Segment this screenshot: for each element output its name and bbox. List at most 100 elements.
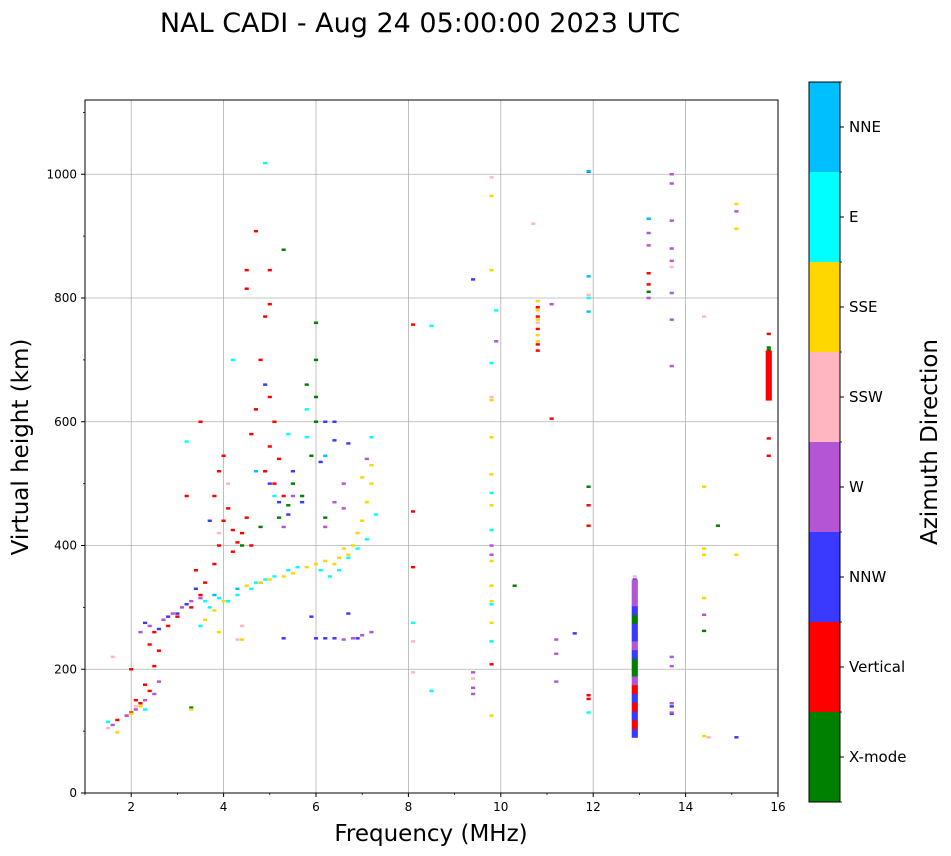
data-point-nnw — [281, 637, 286, 640]
data-point-x-mode — [309, 454, 314, 458]
data-point-sse — [702, 734, 707, 738]
data-point-vertical — [230, 528, 235, 532]
data-point-nnw — [263, 383, 268, 386]
data-point-e — [207, 606, 212, 609]
x-axis: 2 4 6 8 10 12 14 16 — [84, 793, 786, 814]
data-point-vertical — [646, 283, 651, 286]
data-point-nnw — [286, 513, 291, 516]
data-point-ssw — [226, 482, 231, 485]
data-point-w — [734, 210, 739, 213]
data-point-sse — [212, 609, 217, 612]
data-point-vertical — [189, 606, 194, 609]
data-point-vertical — [263, 470, 268, 473]
data-point-vertical — [212, 562, 217, 566]
data-point-w — [133, 708, 138, 711]
data-point-x-mode — [323, 516, 328, 519]
data-point-e — [272, 575, 277, 578]
data-point-sse — [702, 596, 707, 600]
data-point-vertical — [249, 544, 254, 547]
data-point-vertical — [489, 663, 494, 666]
data-point-vertical — [253, 229, 259, 233]
data-point-vertical — [156, 649, 161, 652]
data-point-e — [198, 624, 203, 628]
data-point-nnw — [355, 637, 360, 640]
data-point-e — [429, 324, 434, 328]
data-point-vertical — [152, 630, 157, 634]
data-point-e — [203, 599, 208, 603]
data-point-sse — [489, 194, 494, 198]
data-point-vertical — [766, 454, 771, 458]
data-point-e — [489, 361, 494, 365]
data-point-nnw — [175, 612, 180, 615]
data-point-x-mode — [300, 494, 305, 498]
data-point-vertical — [203, 581, 208, 584]
x-tick-label: 14 — [678, 800, 693, 814]
data-point-sse — [489, 435, 494, 439]
colorbar-segment-x-mode — [809, 712, 840, 802]
data-point-ssw — [669, 265, 674, 269]
column-segment — [631, 702, 638, 712]
data-point-e — [327, 575, 332, 578]
data-point-w — [489, 544, 494, 547]
data-point-w — [669, 702, 674, 705]
data-point-w — [669, 318, 674, 321]
data-point-e — [286, 432, 291, 436]
column-segment — [631, 649, 638, 659]
data-point-sse — [489, 584, 494, 587]
data-point-nnw — [346, 612, 351, 615]
data-point-sse — [734, 202, 739, 206]
data-point-x-mode — [313, 321, 319, 324]
data-point-w — [198, 596, 203, 600]
data-point-vertical — [244, 287, 249, 290]
colorbar-frame — [808, 81, 841, 803]
data-point-sse — [337, 556, 342, 560]
data-point-x-mode — [286, 504, 291, 507]
data-point-sse — [489, 268, 494, 272]
data-point-nnw — [309, 615, 314, 618]
data-point-ssw — [489, 395, 494, 399]
data-point-w — [369, 630, 374, 634]
data-point-e — [249, 587, 254, 591]
x-tick-label: 4 — [220, 800, 228, 814]
data-point-vertical — [115, 718, 120, 722]
data-point-sse — [221, 599, 226, 603]
data-point-e — [494, 309, 499, 312]
data-point-ssw — [110, 655, 115, 659]
data-point-nnw — [193, 587, 198, 591]
data-point-w — [290, 494, 295, 498]
data-point-sse — [290, 572, 295, 575]
data-point-e — [489, 603, 494, 606]
data-point-w — [489, 553, 494, 557]
data-point-e — [364, 538, 369, 541]
data-point-sse — [535, 299, 540, 303]
data-point-w — [138, 630, 143, 634]
data-point-vertical — [138, 702, 143, 705]
data-point-nnw — [332, 420, 337, 423]
data-point-w — [646, 244, 651, 247]
data-point-ssw — [706, 736, 711, 739]
data-point-x-mode — [240, 544, 245, 547]
data-point-sse — [244, 584, 249, 587]
data-point-sse — [360, 476, 365, 479]
data-point-w — [646, 231, 651, 235]
data-point-vertical — [198, 593, 203, 597]
data-point-w — [669, 364, 674, 368]
data-point-nnw — [471, 278, 476, 281]
data-point-w — [669, 259, 674, 263]
data-point-nne — [253, 470, 259, 473]
data-point-sse — [734, 227, 739, 230]
data-point-sse — [489, 714, 494, 717]
colorbar-tick-label: Vertical — [849, 658, 905, 676]
x-tick-label: 8 — [405, 800, 413, 814]
data-point-w — [281, 525, 286, 529]
data-point-x-mode — [290, 482, 295, 485]
chart-title: NAL CADI - Aug 24 05:00:00 2023 UTC — [160, 8, 680, 39]
data-point-vertical — [586, 524, 591, 527]
data-point-vertical — [263, 315, 268, 318]
y-tick-label: 600 — [54, 415, 77, 429]
column-segment — [765, 350, 772, 401]
data-point-e — [429, 689, 434, 693]
data-point-vertical — [129, 668, 134, 671]
data-point-w — [332, 500, 337, 504]
column-segment — [631, 605, 638, 616]
